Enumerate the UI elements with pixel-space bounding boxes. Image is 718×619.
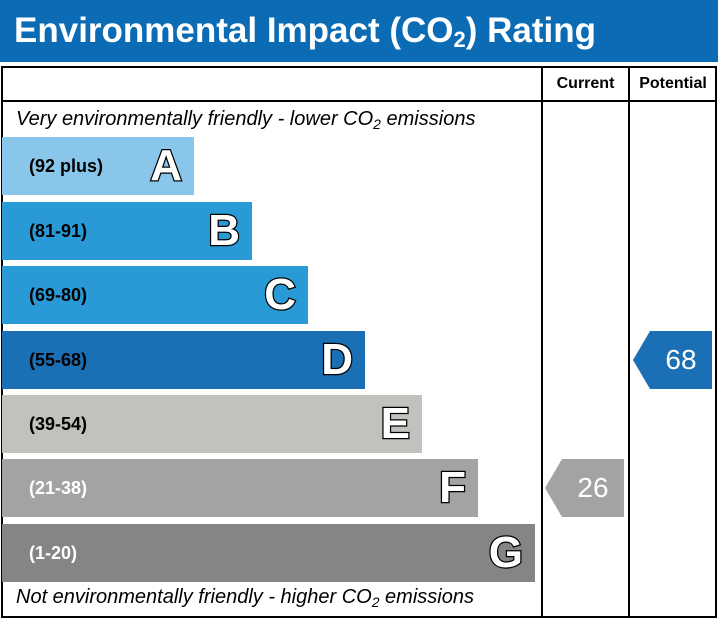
rating-title: Environmental Impact (CO2) Rating <box>0 0 718 62</box>
title-end: ) Rating <box>465 11 597 50</box>
band-range-label: (21-38) <box>29 478 88 498</box>
top-caption-subscript: 2 <box>373 116 381 132</box>
band-letter: F <box>438 462 467 514</box>
band-range-label: (81-91) <box>29 221 88 241</box>
title-main: Environmental Impact (CO <box>14 11 454 50</box>
band-b: (81-91) B <box>2 202 252 260</box>
bottom-caption-subscript: 2 <box>371 594 380 610</box>
band-f: (21-38) F <box>2 459 478 517</box>
band-e: (39-54) E <box>2 395 422 453</box>
current-rating-value: 26 <box>577 472 609 503</box>
band-range-label: (1-20) <box>29 543 78 563</box>
current-column-header: Current <box>556 75 615 92</box>
band-letter: G <box>488 527 525 579</box>
band-g: (1-20) G <box>2 524 535 582</box>
potential-column-header: Potential <box>639 75 707 92</box>
band-letter: C <box>263 269 297 321</box>
band-range-label: (39-54) <box>29 414 88 434</box>
band-range-label: (55-68) <box>29 350 88 370</box>
top-caption: Very environmentally friendly - lower CO… <box>16 108 475 131</box>
potential-marker-arrow <box>633 331 712 389</box>
band-range-label: (92 plus) <box>29 156 104 176</box>
band-c: (69-80) C <box>2 266 308 324</box>
top-caption-end: emissions <box>380 108 476 130</box>
potential-column-divider <box>628 66 630 618</box>
current-column-divider <box>541 66 543 618</box>
band-letter: B <box>207 205 241 257</box>
top-caption-main: Very environmentally friendly - lower CO <box>16 108 374 130</box>
title-subscript: 2 <box>453 27 466 52</box>
potential-rating-value: 68 <box>665 344 697 375</box>
bottom-caption-end: emissions <box>379 586 474 608</box>
band-a: (92 plus) A <box>2 137 194 195</box>
bottom-caption-main: Not environmentally friendly - higher CO <box>16 586 372 608</box>
potential-rating-marker: 68 <box>633 331 712 389</box>
current-rating-marker: 26 <box>545 459 624 517</box>
current-marker-arrow <box>545 459 624 517</box>
band-letter: E <box>379 398 411 450</box>
header-divider <box>1 100 717 102</box>
band-d: (55-68) D <box>2 331 365 389</box>
band-range-label: (69-80) <box>29 285 88 305</box>
band-letter: D <box>320 334 354 386</box>
bottom-caption: Not environmentally friendly - higher CO… <box>16 586 474 609</box>
band-letter: A <box>149 140 183 192</box>
